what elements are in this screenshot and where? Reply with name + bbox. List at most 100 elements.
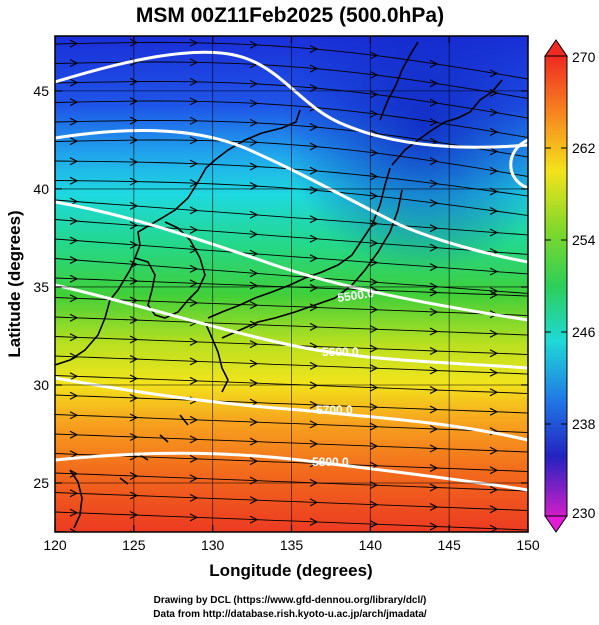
streamline-arrow — [429, 385, 439, 394]
streamline-arrow — [489, 329, 499, 338]
streamline-arrow — [189, 136, 199, 145]
streamline-arrow — [129, 335, 139, 344]
streamline — [55, 511, 528, 531]
colorbar-bottom-arrow — [544, 515, 568, 533]
streamline-arrow — [369, 442, 379, 451]
streamline-arrow — [189, 415, 199, 424]
streamline — [55, 414, 528, 433]
credit-drawing: Drawing by DCL (https://www.gfd-dennou.o… — [154, 595, 427, 606]
contour-label-5600: 5600.0 — [322, 345, 359, 359]
streamline-arrow — [69, 450, 79, 459]
streamline-arrow — [69, 255, 79, 264]
sakhalin-coast — [379, 41, 419, 121]
streamline-arrow — [369, 344, 379, 353]
streamline-arrow — [309, 498, 319, 507]
x-tick-label: 130 — [201, 537, 225, 553]
x-tick-label: 150 — [516, 537, 540, 553]
streamline-arrow — [129, 177, 139, 186]
streamline-arrow — [429, 288, 439, 297]
y-tick-label: 40 — [33, 181, 49, 197]
contour-label-5800: 5800.0 — [312, 455, 349, 469]
colorbar-tick-label: 270 — [572, 49, 596, 65]
streamline-arrow — [249, 210, 259, 219]
streamline-arrow — [69, 176, 79, 185]
contour-5500 — [55, 200, 528, 322]
streamline — [55, 472, 528, 492]
streamline-arrow — [369, 520, 379, 529]
streamline-arrow — [309, 283, 319, 292]
streamline-arrow — [309, 84, 319, 93]
streamline-arrow — [249, 79, 259, 88]
contour-upper-2 — [55, 128, 528, 264]
streamline-arrow — [369, 148, 379, 157]
y-tick-label: 25 — [33, 475, 49, 491]
streamline-arrow — [489, 166, 499, 175]
streamline-arrow — [69, 372, 79, 381]
streamline-arrow — [69, 508, 79, 517]
streamline-arrow — [429, 522, 439, 531]
contour-label-5700: 5700.0 — [316, 403, 353, 417]
streamline-arrow — [429, 179, 439, 188]
streamline-arrow — [189, 279, 199, 288]
streamline-arrow — [309, 123, 319, 132]
streamline — [55, 120, 528, 158]
colorbar-tick-label: 238 — [572, 416, 596, 432]
contour-5800 — [55, 451, 528, 492]
streamline-arrow — [249, 340, 259, 349]
streamline-arrow — [429, 59, 439, 68]
streamline — [55, 219, 528, 255]
streamline-arrow — [189, 357, 199, 366]
streamline — [55, 42, 528, 80]
streamline-arrow — [309, 381, 319, 390]
streamline-arrow — [189, 159, 199, 168]
streamline — [55, 199, 528, 236]
streamline-arrow — [189, 493, 199, 502]
streamline-arrow — [249, 99, 259, 108]
streamline-arrow — [309, 64, 319, 73]
streamline-arrow — [69, 59, 79, 68]
streamline-arrow — [129, 38, 139, 47]
streamline-arrow — [129, 374, 139, 383]
streamline-arrow — [429, 502, 439, 511]
streamline-arrow — [129, 472, 139, 481]
streamline-arrow — [309, 439, 319, 448]
streamline-arrow — [189, 58, 199, 67]
streamline-arrow — [69, 39, 79, 48]
mainland-coast — [55, 109, 301, 366]
streamline-arrow — [429, 157, 439, 166]
streamline-arrow — [249, 138, 259, 147]
streamline-arrow — [129, 394, 139, 403]
streamline-arrow — [489, 69, 499, 78]
streamline-arrow — [489, 206, 499, 215]
streamline-arrow — [249, 40, 259, 49]
x-tick-label: 135 — [280, 537, 304, 553]
streamline-arrow — [189, 38, 199, 47]
y-tick-label: 45 — [33, 83, 49, 99]
streamline-arrow — [129, 433, 139, 442]
colorbar-body — [544, 55, 568, 517]
streamline-arrow — [309, 400, 319, 409]
streamline-arrow — [249, 320, 259, 329]
contour-label-5500: 5500.0 — [336, 286, 375, 305]
streamline-arrow — [369, 90, 379, 99]
streamline-arrow — [429, 463, 439, 472]
streamline — [55, 297, 528, 316]
hokkaido-coast — [391, 79, 503, 166]
height-contours — [55, 50, 528, 492]
streamline-arrow — [429, 118, 439, 127]
streamline-arrow — [489, 267, 499, 276]
streamline-arrow — [489, 127, 499, 136]
streamline-arrow — [189, 245, 199, 254]
streamline-arrow — [489, 485, 499, 494]
streamline-arrow — [489, 349, 499, 358]
map-plot-area: 5500.0 5600.0 5700.0 5800.0 — [55, 36, 528, 532]
streamline-arrow — [69, 411, 79, 420]
streamline-arrow — [429, 224, 439, 233]
x-axis-label: Longitude (degrees) — [209, 561, 372, 580]
x-tick-label: 140 — [359, 537, 383, 553]
contour-5700 — [55, 376, 528, 442]
streamline-arrow — [129, 221, 139, 230]
y-tick-label: 35 — [33, 279, 49, 295]
x-tick-label: 145 — [437, 537, 461, 553]
streamline-arrow — [69, 430, 79, 439]
